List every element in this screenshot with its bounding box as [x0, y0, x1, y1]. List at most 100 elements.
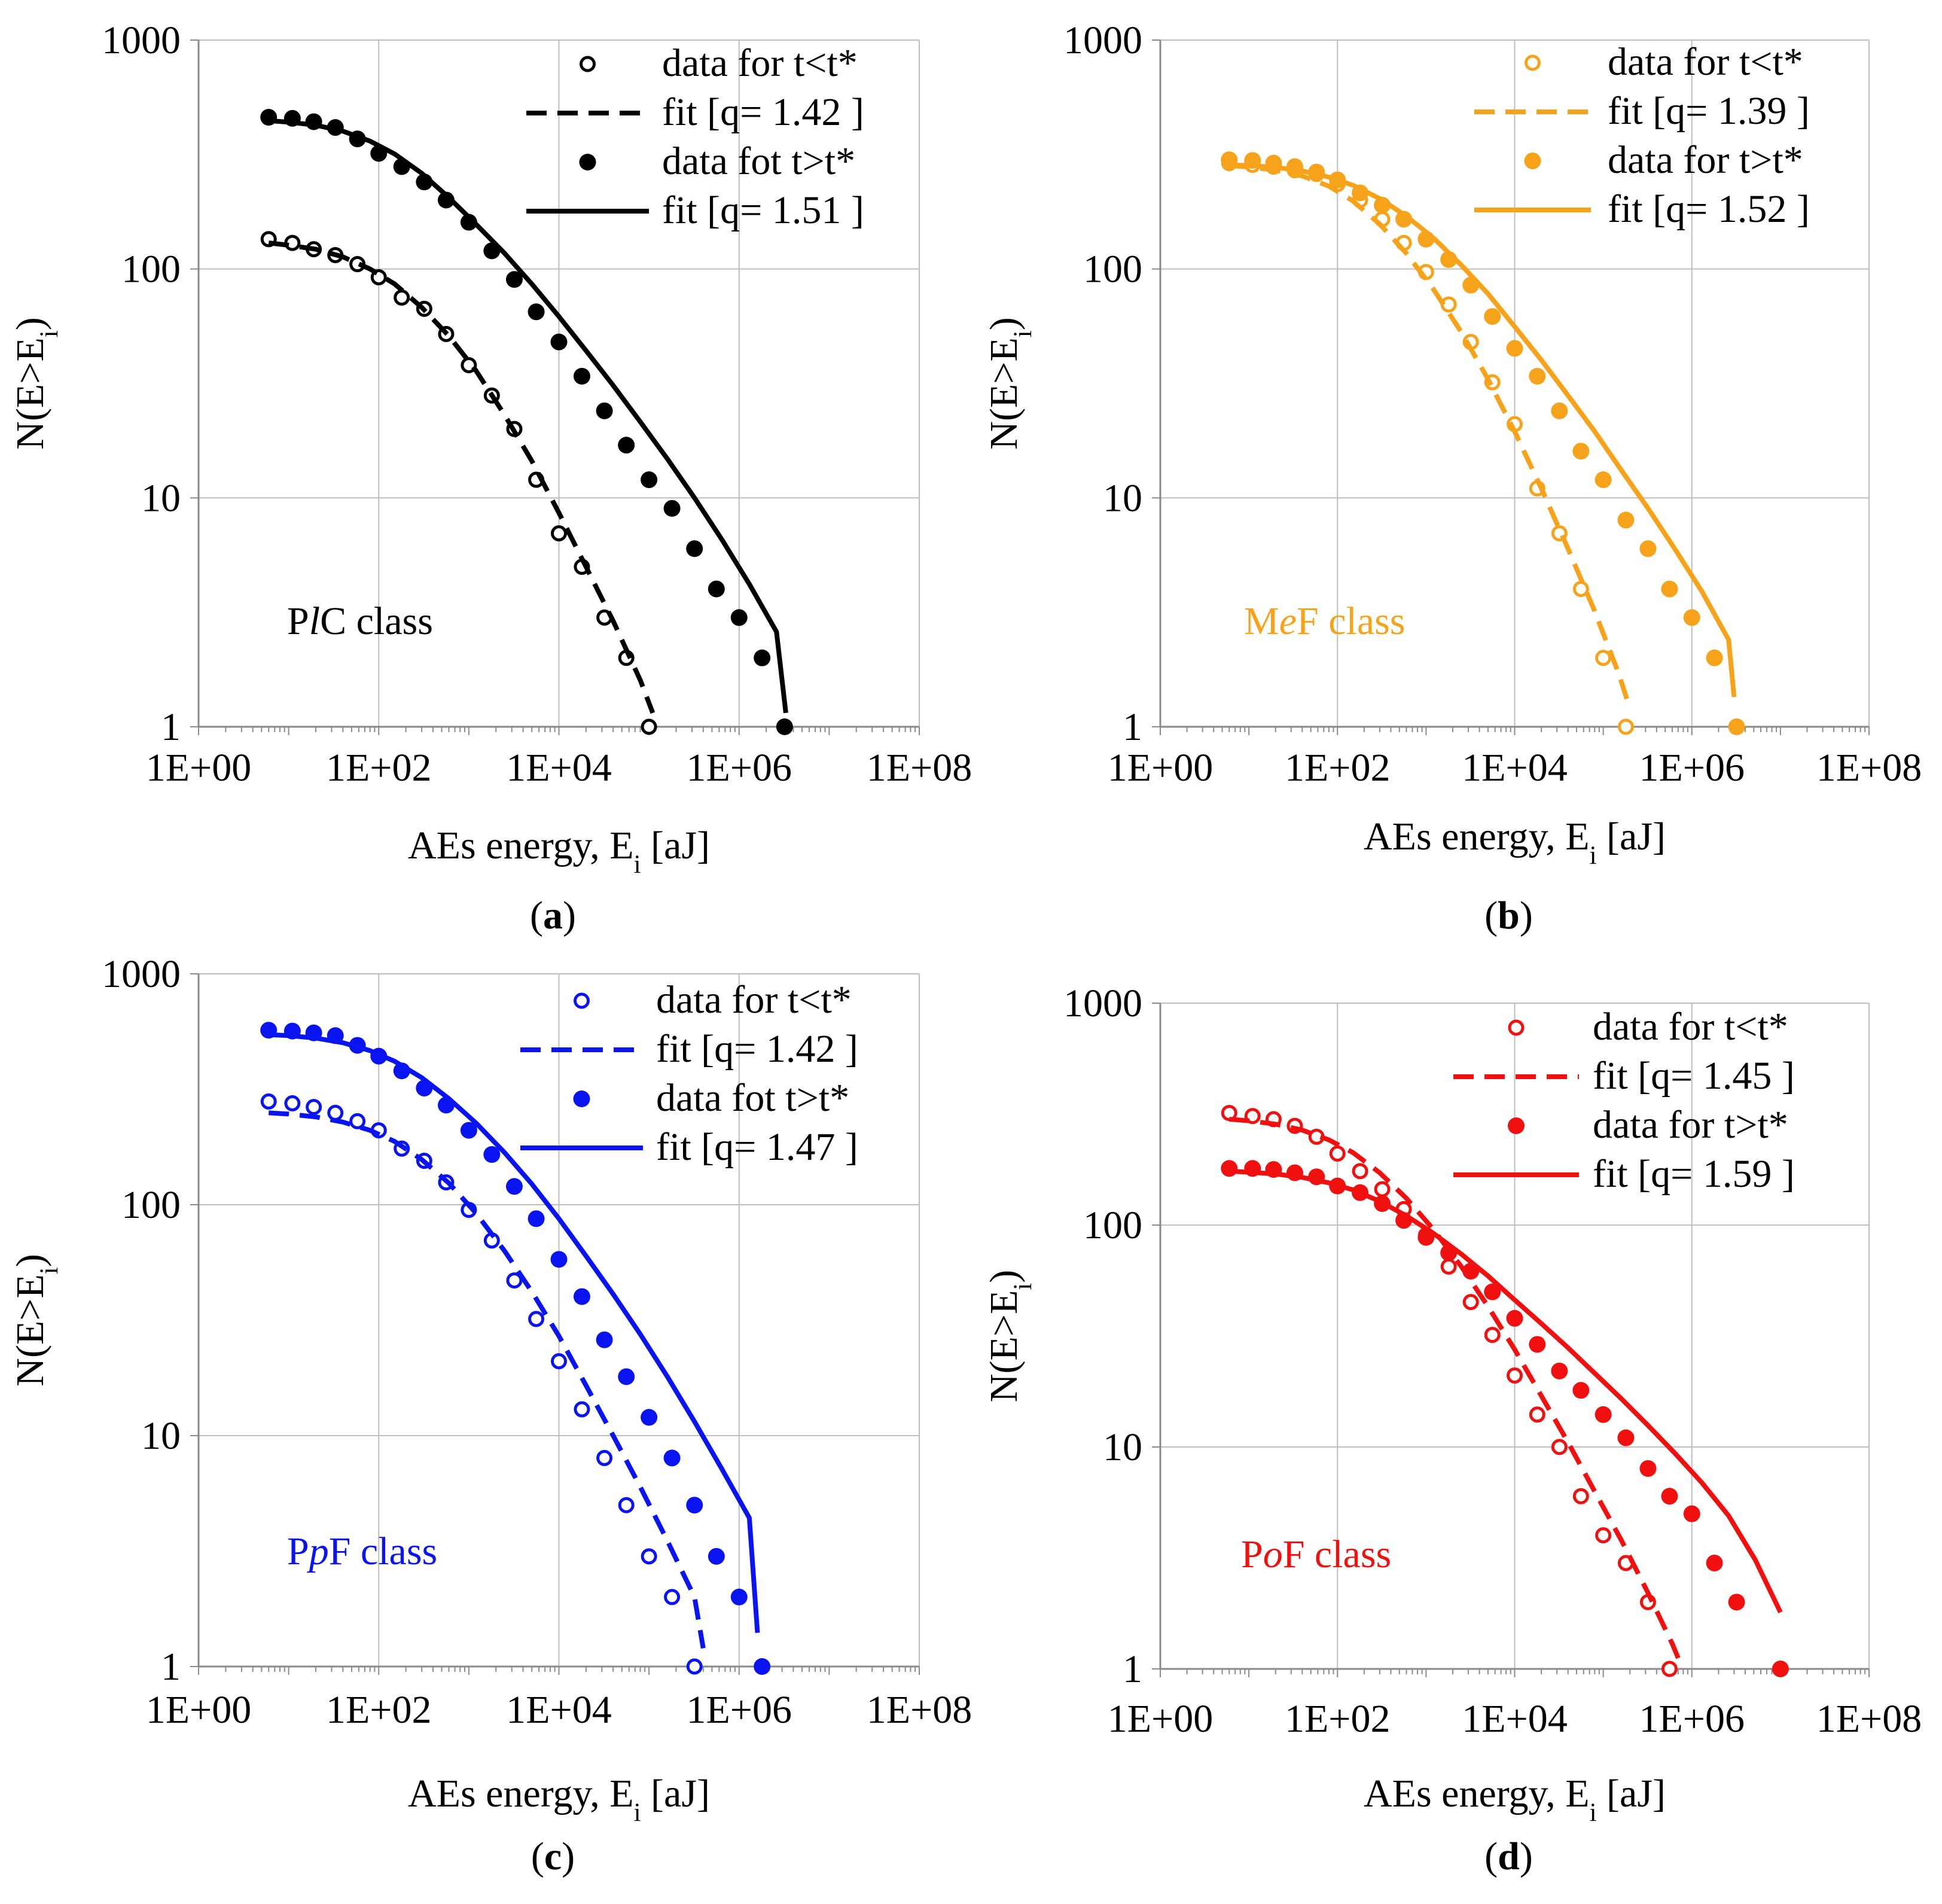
data-point-filled	[483, 1146, 501, 1163]
data-point-open	[574, 1401, 590, 1418]
legend-marker-filled	[1508, 1117, 1525, 1134]
data-point-open	[1661, 1661, 1678, 1677]
legend-marker-open	[580, 56, 596, 72]
series-solid-line	[268, 118, 788, 714]
data-point-open	[1462, 1294, 1479, 1311]
data-point-filled	[1728, 1594, 1745, 1611]
gridlines	[1160, 1003, 1870, 1669]
x-tick-label: 1E+02	[1285, 1697, 1391, 1741]
data-point-open	[1484, 1327, 1501, 1344]
x-tick-label: 1E+04	[506, 746, 612, 790]
series-solid-line	[1229, 162, 1737, 697]
data-point-open	[528, 1311, 545, 1327]
legend-label: data fot t>t*	[662, 139, 855, 183]
x-axis-title: AEs energy, Ei [aJ]	[408, 824, 710, 879]
x-tick-label: 1E+08	[1816, 1697, 1922, 1741]
class-label: PoF class	[1241, 1533, 1391, 1576]
data-point-open	[1617, 718, 1634, 735]
data-point-open	[641, 1548, 657, 1565]
y-tick-label: 1	[161, 1645, 181, 1689]
data-point-open	[1529, 1406, 1545, 1423]
data-point-open	[1352, 1163, 1368, 1180]
data-point-filled	[550, 333, 568, 351]
legend-marker-filled	[1524, 153, 1541, 169]
series-group	[260, 109, 793, 735]
series-dashed-line	[268, 240, 656, 714]
data-point-filled	[686, 540, 703, 558]
data-point-open	[349, 1113, 366, 1129]
x-tick-label: 1E+00	[146, 1688, 252, 1732]
data-point-filled	[1506, 340, 1523, 357]
legend-entry: fit [q= 1.45 ]	[1453, 1054, 1795, 1098]
x-tick-label: 1E+08	[867, 746, 972, 790]
legend-label: fit [q= 1.52 ]	[1608, 187, 1810, 231]
data-point-filled	[1572, 443, 1590, 460]
legend-label: data for t<t*	[662, 41, 858, 85]
data-point-open	[1572, 1488, 1589, 1504]
data-point-open	[1595, 1527, 1612, 1544]
data-point-filled	[1484, 308, 1501, 325]
legend: data for t<t* fit [q= 1.42 ] data fot t>t*…	[520, 978, 858, 1169]
legend-entry: data for t<t*	[1525, 40, 1803, 84]
legend-marker-open	[1525, 54, 1541, 71]
data-point-open	[327, 1104, 344, 1121]
panel-letter: (a)	[530, 894, 576, 937]
fit-line-dashed	[268, 240, 656, 714]
data-point-open	[551, 525, 567, 542]
data-point-filled	[596, 402, 613, 419]
legend-label: data for t<t*	[656, 978, 852, 1022]
series-group	[1221, 151, 1745, 735]
legend-entry: fit [q= 1.52 ]	[1474, 187, 1810, 231]
y-axis-title: N(E>Ei)	[8, 1254, 63, 1386]
y-tick-label: 10	[141, 1414, 181, 1458]
legend-marker-filled	[573, 1090, 590, 1107]
x-axis-title: AEs energy, Ei [aJ]	[408, 1772, 710, 1827]
data-point-filled	[1639, 540, 1657, 558]
data-point-open	[284, 1095, 301, 1111]
data-point-filled	[754, 649, 771, 666]
data-point-open	[306, 1099, 322, 1116]
legend-label: fit [q= 1.59 ]	[1593, 1152, 1795, 1196]
legend-entry: fit [q= 1.42 ]	[520, 1027, 858, 1071]
data-point-open	[1595, 650, 1612, 666]
data-point-filled	[1617, 511, 1635, 529]
data-point-filled	[1683, 1505, 1700, 1522]
data-point-filled	[663, 1449, 681, 1467]
legend-label: fit [q= 1.45 ]	[1593, 1054, 1795, 1098]
x-tick-label: 1E+08	[1816, 746, 1922, 790]
legend: data for t<t* fit [q= 1.45 ] data for t>t*…	[1453, 1005, 1795, 1196]
series-dashed-line	[1228, 1117, 1683, 1665]
data-point-open	[618, 1497, 635, 1513]
legend-label: fit [q= 1.42 ]	[656, 1027, 858, 1071]
fit-line-solid	[1229, 1168, 1783, 1614]
legend-label: data fot t>t*	[656, 1076, 849, 1120]
x-tick-label: 1E+04	[506, 1688, 612, 1732]
y-tick-label: 10	[1103, 1425, 1142, 1469]
chart-panel-b: 1E+00 1E+02 1E+04 1E+06 1E+08 1 10 100 1000 AEs e…	[982, 19, 1922, 937]
legend: data for t<t* fit [q= 1.39 ] data for t>t*…	[1474, 40, 1810, 231]
y-tick-label: 1000	[1063, 19, 1142, 62]
data-point-filled	[1551, 402, 1568, 419]
data-point-filled	[1221, 1160, 1238, 1177]
data-point-filled	[708, 1547, 725, 1565]
data-point-filled	[641, 1409, 658, 1426]
data-point-open	[1374, 1181, 1391, 1198]
data-point-filled	[550, 1251, 568, 1268]
data-point-filled	[663, 499, 681, 517]
x-tick-label: 1E+08	[867, 1688, 972, 1732]
panel-letter: (b)	[1484, 894, 1533, 937]
x-tick-label: 1E+02	[326, 746, 432, 790]
data-point-filled	[730, 1588, 748, 1606]
legend-entry: data for t<t*	[580, 41, 858, 85]
y-tick-label: 100	[121, 1183, 181, 1227]
fit-line-solid	[269, 1032, 760, 1633]
data-point-filled	[1661, 1488, 1678, 1505]
y-axis-title: N(E>Ei)	[982, 1270, 1037, 1402]
class-label: PpF class	[287, 1530, 437, 1573]
legend-label: data for t<t*	[1608, 40, 1803, 84]
series-solid-line	[1229, 1168, 1783, 1614]
data-point-filled	[1706, 1554, 1723, 1571]
data-point-open	[260, 1093, 277, 1110]
legend-marker-open	[574, 992, 590, 1009]
legend-label: fit [q= 1.51 ]	[662, 188, 864, 232]
